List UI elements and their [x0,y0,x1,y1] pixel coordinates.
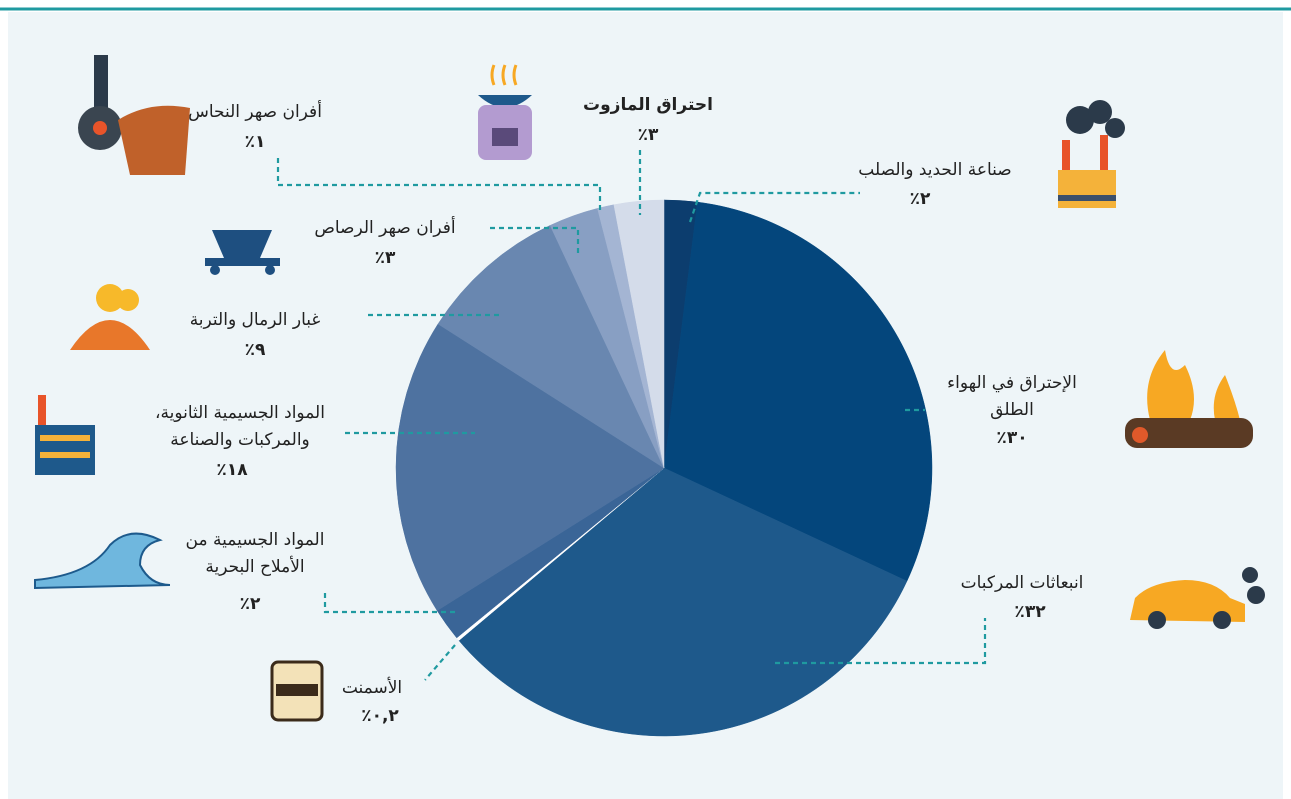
slice-label: الإحتراق في الهواء [947,373,1077,393]
icon-lead-furnace [205,230,280,275]
slice-label: أفران صهر الرصاص [314,216,455,238]
value-label: ٪٣٠ [996,428,1027,448]
slice-label: الطلق [990,400,1034,420]
slice-label: المواد الجسيمية الثانوية، [155,403,325,423]
pie-slice [663,201,933,582]
pie [395,199,933,737]
icon-cement [270,660,324,722]
slice-label: الأملاح البحرية [205,556,304,577]
pie-slice [437,225,665,469]
icon-industry [35,395,95,475]
icon-factory [1058,100,1125,208]
icon-fire [1125,350,1253,448]
slice-label: أفران صهر النحاس [188,100,322,122]
slice-label: صناعة الحديد والصلب [858,160,1011,180]
icon-car [1130,567,1265,629]
slice-label: المواد الجسيمية من [186,530,325,550]
connector [323,590,455,614]
pie-slice [458,467,908,737]
icon-wave [34,532,171,590]
slice-label: غبار الرمال والتربة [190,310,321,330]
connector [424,644,456,681]
icon-mazut-stove [478,64,532,160]
slice-label: الأسمنت [342,677,402,698]
connector [490,226,580,255]
slice-label: والمركبات والصناعة [170,430,310,450]
value-label: ٪٣ [375,248,396,268]
pie-slice [395,323,665,611]
icon-copper-furnace [78,55,190,175]
value-label: ٪٢ [240,594,261,614]
value-label: ٪١ [245,132,266,152]
pie-slice [613,199,665,469]
labels: صناعة الحديد والصلب ٪٢ الإحتراق في الهواء ا… [155,95,1083,726]
value-label: ٪٢ [910,189,931,209]
icon-sand [70,284,150,350]
value-label: ٪١٨ [216,460,248,480]
connector [688,191,860,223]
value-label: ٪٣٢ [1014,602,1046,622]
slice-label: انبعاثات المركبات [961,573,1084,593]
value-label: ٪٣ [638,125,659,145]
value-label: ٪٠,٢ [361,706,399,726]
connector [276,158,602,212]
slice-label: احتراق المازوت [583,95,713,115]
value-label: ٪٩ [245,340,266,360]
connector [775,618,987,665]
